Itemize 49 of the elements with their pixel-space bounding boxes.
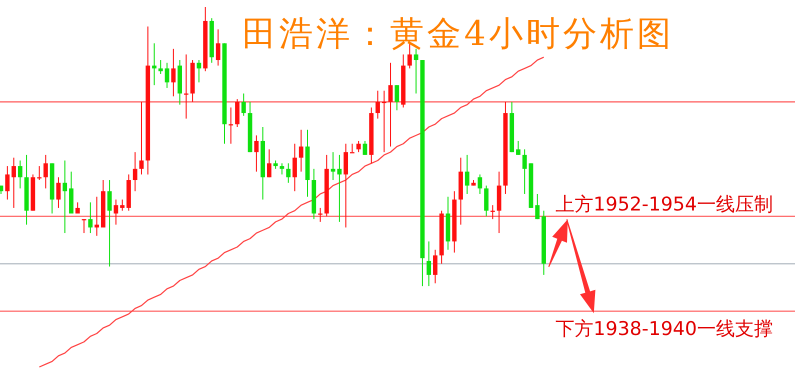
candlestick xyxy=(362,140,368,156)
candlestick xyxy=(18,160,22,189)
candlestick xyxy=(5,166,10,200)
candlestick xyxy=(298,129,304,172)
candlestick xyxy=(356,140,361,153)
candlestick xyxy=(490,204,495,220)
candlestick xyxy=(196,60,202,83)
candlestick xyxy=(158,60,163,74)
candlestick xyxy=(484,185,488,217)
candlestick xyxy=(82,218,86,234)
candlestick xyxy=(254,134,259,172)
candlestick xyxy=(266,148,272,178)
candlestick xyxy=(216,28,220,66)
ref-line-label: 下方1938-1940一线支撑 xyxy=(555,318,773,340)
candlestick xyxy=(388,62,393,148)
candlestick xyxy=(62,160,68,234)
candlestick xyxy=(350,143,354,154)
candlestick xyxy=(164,62,170,88)
candlestick xyxy=(286,162,291,184)
candlestick xyxy=(241,93,246,116)
candlestick xyxy=(114,199,118,226)
candlestick xyxy=(228,106,234,144)
candlestick xyxy=(516,140,520,156)
candlestick xyxy=(394,84,400,111)
candlestick xyxy=(376,90,380,120)
candlestick xyxy=(344,143,348,228)
candlestick xyxy=(171,48,176,97)
candlestick xyxy=(292,143,297,192)
candlestick xyxy=(433,249,438,284)
candlestick xyxy=(120,199,125,212)
candlestick xyxy=(107,180,112,268)
candlestick xyxy=(139,101,144,175)
candlestick xyxy=(152,42,156,86)
ref-line-label: 上方1952-1954一线压制 xyxy=(555,193,773,216)
candlestick xyxy=(37,166,42,181)
candlestick xyxy=(88,202,93,234)
candlestick xyxy=(12,157,16,208)
candlestick xyxy=(426,240,432,287)
candlestick xyxy=(337,154,342,222)
candlestick xyxy=(478,174,482,194)
candlestick xyxy=(535,193,540,220)
candlestick xyxy=(44,154,48,189)
candlestick xyxy=(464,154,470,194)
candlestick xyxy=(132,152,138,192)
chart-title: 田浩洋：黄金4小时分析图 xyxy=(242,14,674,54)
candlestick xyxy=(235,98,240,128)
candlestick xyxy=(94,196,99,236)
candlestick xyxy=(280,162,284,175)
candlestick xyxy=(522,148,527,194)
